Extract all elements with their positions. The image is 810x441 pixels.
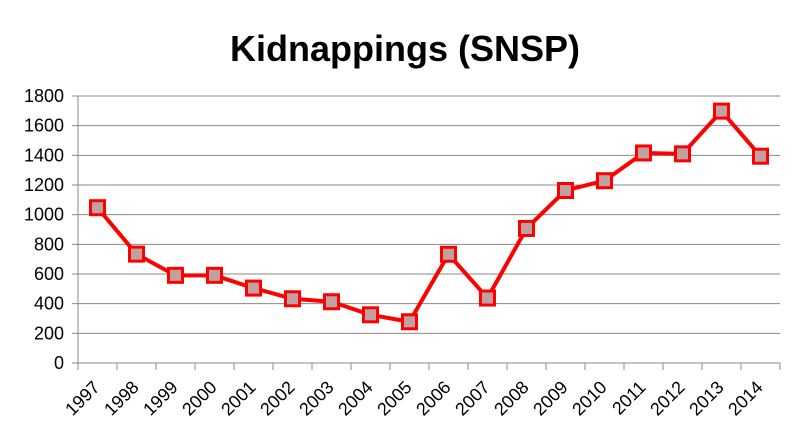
data-point — [323, 293, 340, 311]
data-point — [440, 245, 457, 263]
grid-lines — [78, 95, 780, 334]
data-point — [245, 279, 262, 297]
x-tick-label: 2001 — [217, 377, 259, 419]
x-tick-label: 1998 — [100, 377, 142, 419]
data-point — [284, 290, 301, 308]
x-tick-label: 2009 — [529, 377, 571, 419]
x-tick-label: 2002 — [256, 377, 298, 419]
x-tick-label: 2004 — [334, 377, 376, 419]
x-tick-label: 2012 — [646, 377, 688, 419]
x-tick-label: 2014 — [724, 377, 766, 419]
x-tick-label: 2006 — [412, 377, 454, 419]
data-point — [479, 289, 496, 307]
series-line — [95, 109, 763, 324]
data-point — [752, 147, 769, 165]
x-tick-label: 2013 — [685, 377, 727, 419]
x-tick-label: 2011 — [608, 377, 650, 419]
x-tick-label: 2010 — [568, 377, 610, 419]
y-tick-label: 800 — [34, 234, 64, 254]
data-point — [557, 181, 574, 199]
x-tick-label: 1999 — [139, 377, 181, 419]
data-point — [167, 266, 184, 284]
x-tick-label: 1997 — [61, 377, 103, 419]
y-tick-label: 600 — [34, 264, 64, 284]
data-point — [713, 102, 730, 120]
x-axis-ticks: 1997199819992000200120022003200420052006… — [61, 363, 781, 420]
y-tick-label: 0 — [54, 353, 64, 373]
y-tick-label: 200 — [34, 323, 64, 343]
y-axis-ticks: 0 200 400 600 800 1000 1200 1400 1600 1800 — [24, 86, 78, 373]
data-point — [596, 172, 613, 190]
data-point — [362, 306, 379, 324]
chart-title: Kidnappings (SNSP) — [230, 28, 580, 69]
y-tick-label: 400 — [34, 294, 64, 314]
x-tick-label: 2008 — [490, 377, 532, 419]
y-tick-label: 1000 — [24, 205, 64, 225]
series — [89, 102, 769, 331]
axes — [77, 96, 780, 364]
data-point — [518, 219, 535, 237]
x-tick-label: 2000 — [178, 377, 220, 419]
y-tick-label: 1600 — [24, 116, 64, 136]
data-point — [89, 199, 106, 217]
y-tick-label: 1400 — [24, 145, 64, 165]
y-tick-label: 1200 — [24, 175, 64, 195]
x-tick-label: 2005 — [373, 377, 415, 419]
y-tick-label: 1800 — [24, 86, 64, 106]
data-point — [635, 144, 652, 162]
x-tick-label: 2003 — [295, 377, 337, 419]
x-tick-label: 2007 — [451, 377, 493, 419]
data-point — [674, 145, 691, 163]
data-point — [206, 266, 223, 284]
data-point — [401, 313, 418, 331]
data-point — [128, 245, 145, 263]
